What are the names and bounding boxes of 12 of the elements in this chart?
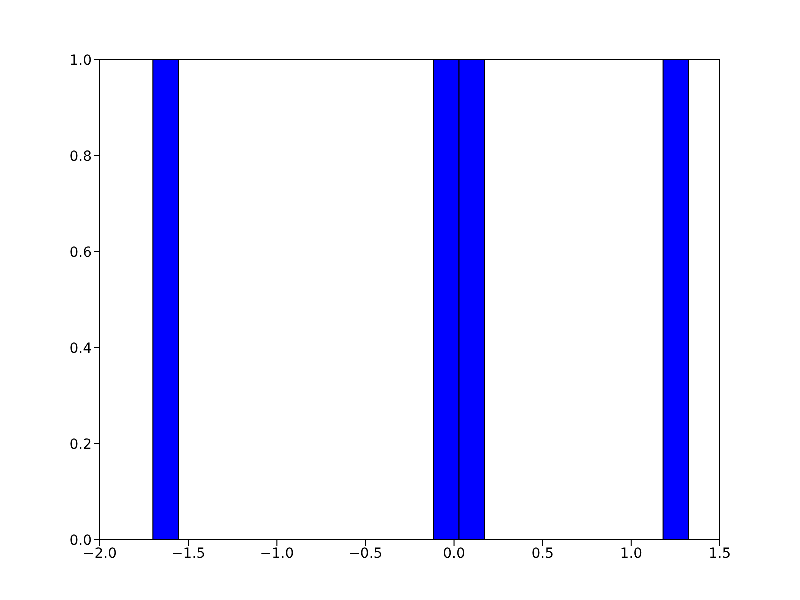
x-tick-label: 0.0 [443, 546, 466, 562]
x-tick-label: −1.5 [172, 546, 206, 562]
y-tick-label: 0.8 [70, 148, 92, 165]
x-tick-label: −0.5 [348, 546, 383, 562]
y-tick-label: 1.0 [70, 52, 92, 69]
x-tick-label: 1.0 [620, 546, 643, 562]
x-tick-label: 0.5 [532, 546, 554, 562]
x-tick-label: −1.0 [260, 546, 294, 562]
y-tick-label: 0.4 [70, 340, 92, 357]
x-tick-label: 1.5 [708, 546, 732, 562]
y-tick-label: 0.6 [70, 244, 92, 261]
y-tick-label: 0.2 [70, 436, 92, 453]
